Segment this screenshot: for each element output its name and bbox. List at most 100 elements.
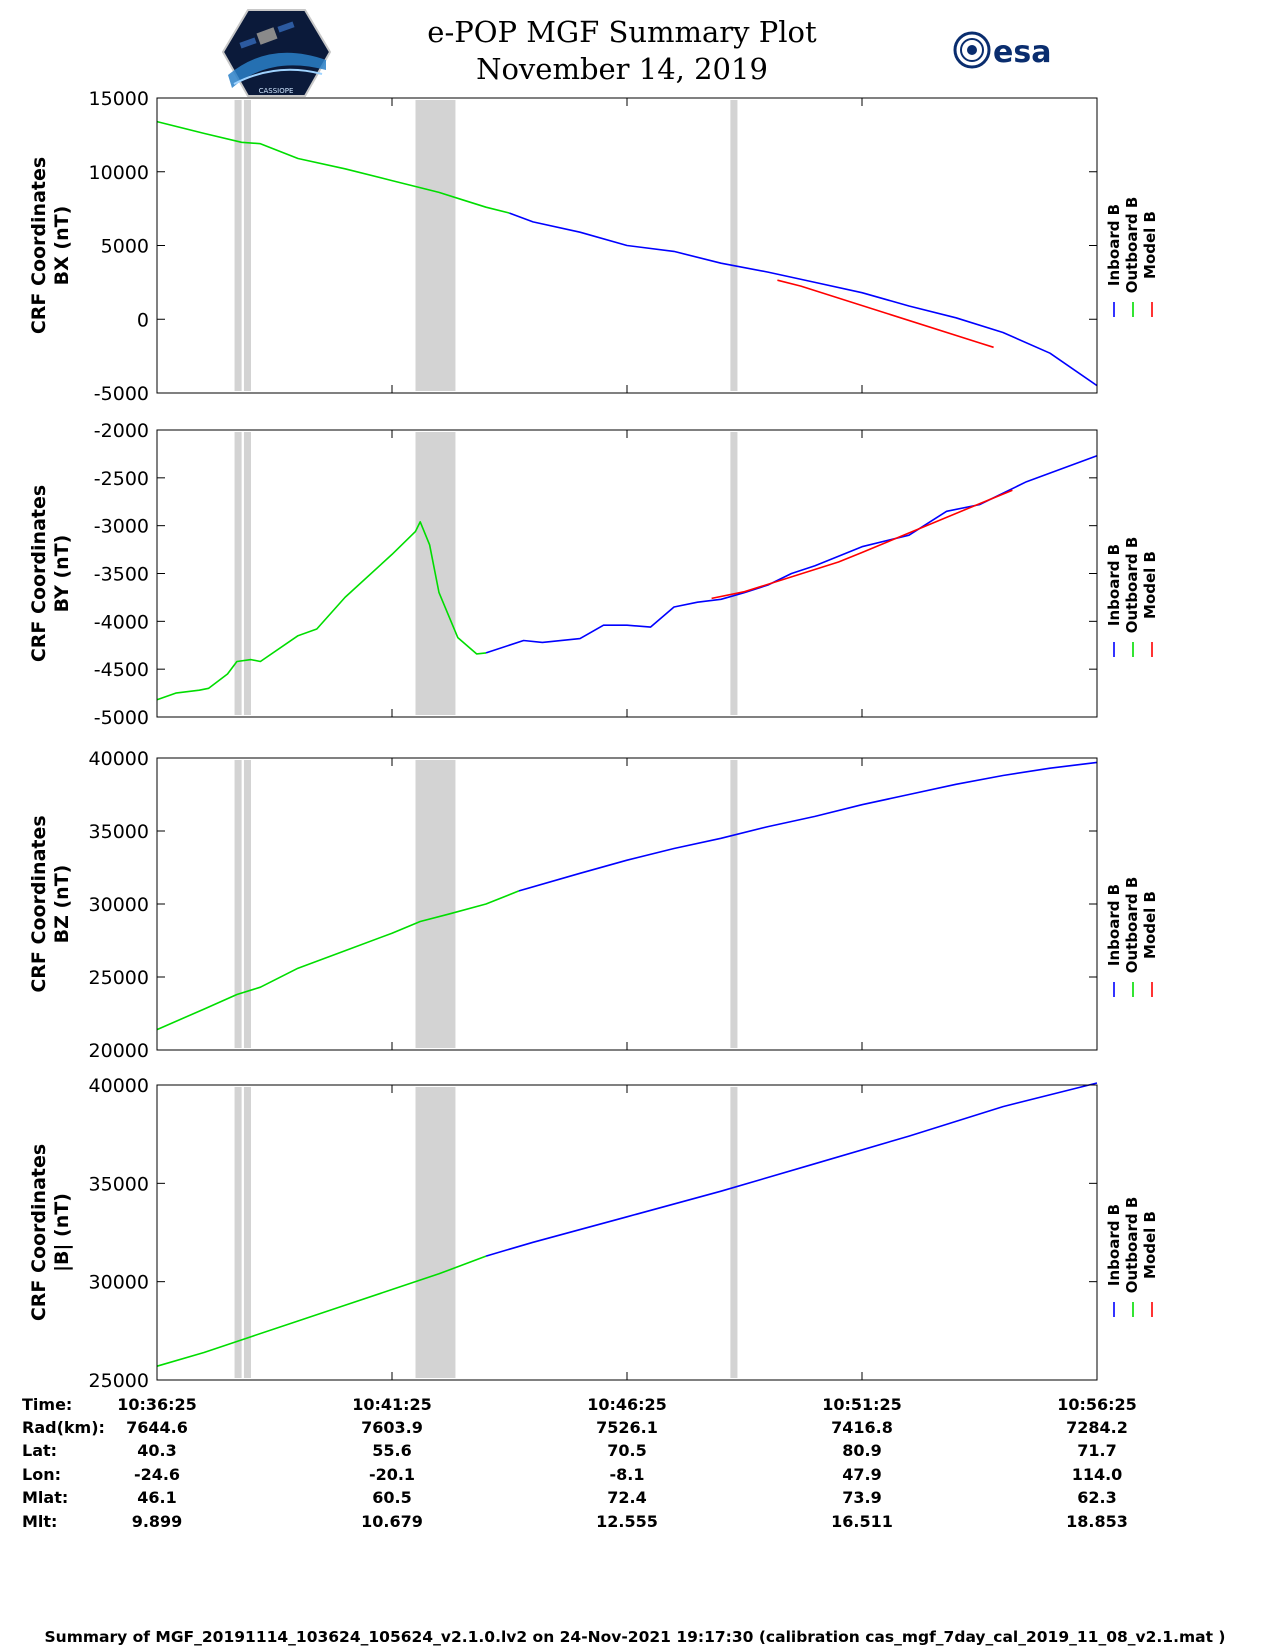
y-tick-label: -2000 — [94, 420, 149, 442]
y-tick-label: -2500 — [94, 468, 149, 490]
data-gap-band — [730, 1087, 738, 1378]
ephemeris-value: 72.4 — [607, 1488, 646, 1507]
footer-caption: Summary of MGF_20191114_103624_105624_v2… — [45, 1628, 1226, 1646]
y-tick-label: 25000 — [89, 967, 149, 989]
outboard-series-line — [156, 120, 510, 214]
page-title: e-POP MGF Summary Plot — [427, 15, 817, 49]
y-tick-label: -5000 — [94, 707, 149, 729]
ephemeris-value: -20.1 — [369, 1465, 415, 1484]
legend-inboard-label: Inboard B — [1105, 1204, 1123, 1286]
legend-model-label: Model B — [1141, 1211, 1159, 1279]
chart-panel-3: 20000 25000 30000 35000 40000 CRF Coordinates… — [28, 748, 1159, 1062]
plot-frame — [156, 429, 1098, 718]
ephemeris-value: 9.899 — [132, 1512, 183, 1531]
ephemeris-value: 80.9 — [842, 1441, 881, 1460]
ephemeris-value: 73.9 — [842, 1488, 881, 1507]
legend-outboard-label: Outboard B — [1123, 877, 1141, 974]
y-tick-label: -5000 — [94, 383, 149, 405]
inboard-series-line — [485, 455, 1098, 654]
data-gap-band — [234, 100, 242, 391]
y-tick-label: -3500 — [94, 564, 149, 586]
ephemeris-row-label: Lat: — [22, 1441, 57, 1460]
y-tick-label: -3000 — [94, 516, 149, 538]
y-tick-label: 0 — [137, 309, 149, 331]
ephemeris-value: -24.6 — [134, 1465, 180, 1484]
ephemeris-value: 7603.9 — [361, 1418, 423, 1437]
legend-model-label: Model B — [1141, 551, 1159, 619]
y-axis-label-line2: BX (nT) — [51, 206, 73, 286]
y-tick-label: 20000 — [89, 1040, 149, 1062]
outboard-series-line — [156, 520, 487, 701]
ephemeris-value: 71.7 — [1077, 1441, 1116, 1460]
ephemeris-value: 16.511 — [831, 1512, 893, 1531]
legend-outboard-label: Outboard B — [1123, 1197, 1141, 1294]
y-axis-label-line1: CRF Coordinates — [28, 1144, 50, 1321]
ephemeris-table: Time: Rad(km): Lat: Lon: Mlat: Mlt: 10:36:25 76… — [22, 1395, 1137, 1531]
data-gap-band — [415, 760, 456, 1048]
data-gap-band — [415, 100, 456, 391]
ephemeris-row-label: Lon: — [22, 1465, 61, 1484]
time-tick-label: 10:41:25 — [352, 1395, 432, 1414]
outboard-series-line — [156, 1255, 487, 1367]
ephemeris-value: 55.6 — [372, 1441, 411, 1460]
y-tick-label: 35000 — [89, 821, 149, 843]
y-axis-label-line1: CRF Coordinates — [28, 815, 50, 992]
data-gap-band — [234, 432, 242, 715]
ephemeris-value: 7284.2 — [1066, 1418, 1128, 1437]
legend-inboard-label: Inboard B — [1105, 884, 1123, 966]
inboard-series-line — [509, 212, 1098, 387]
time-tick-label: 10:46:25 — [587, 1395, 667, 1414]
inboard-series-line — [485, 1082, 1098, 1257]
esa-logo: esa — [953, 31, 1051, 70]
ephemeris-value: 46.1 — [137, 1488, 176, 1507]
chart-panel-2: -5000 -4500 -4000 -3500 -3000 -2500 -2000 CRF C… — [28, 420, 1159, 729]
legend-inboard-label: Inboard B — [1105, 204, 1123, 286]
data-gap-band — [243, 1087, 251, 1378]
data-gap-band — [243, 760, 251, 1048]
y-tick-label: 35000 — [89, 1173, 149, 1195]
page-date: November 14, 2019 — [476, 52, 768, 86]
data-gap-band — [730, 100, 738, 391]
cassiope-logo-text: CASSIOPE — [259, 87, 294, 95]
ephemeris-value: 7644.6 — [126, 1418, 188, 1437]
legend-outboard-label: Outboard B — [1123, 197, 1141, 294]
y-tick-label: 40000 — [89, 748, 149, 770]
ephemeris-row-label: Mlt: — [22, 1512, 57, 1531]
ephemeris-value: 12.555 — [596, 1512, 658, 1531]
ephemeris-value: 7526.1 — [596, 1418, 658, 1437]
ephemeris-value: 40.3 — [137, 1441, 176, 1460]
data-gap-band — [234, 1087, 242, 1378]
y-axis-label-line1: CRF Coordinates — [28, 485, 50, 662]
data-gap-band — [243, 432, 251, 715]
legend-model-label: Model B — [1141, 211, 1159, 279]
inboard-series-line — [518, 761, 1098, 892]
time-tick-label: 10:56:25 — [1057, 1395, 1137, 1414]
y-axis-label-line2: BZ (nT) — [51, 865, 73, 944]
time-tick-label: 10:51:25 — [822, 1395, 902, 1414]
y-tick-label: -4500 — [94, 659, 149, 681]
ephemeris-row-label: Time: — [22, 1395, 72, 1414]
legend-model-label: Model B — [1141, 891, 1159, 959]
ephemeris-value: 60.5 — [372, 1488, 411, 1507]
y-tick-label: 30000 — [89, 1272, 149, 1294]
y-tick-label: 5000 — [101, 236, 149, 258]
ephemeris-value: 47.9 — [842, 1465, 881, 1484]
ephemeris-value: -8.1 — [610, 1465, 645, 1484]
model-series-line — [711, 489, 1013, 600]
plot-frame — [156, 757, 1098, 1051]
y-tick-label: 30000 — [89, 894, 149, 916]
y-tick-label: 25000 — [89, 1370, 149, 1392]
y-axis-label-line1: CRF Coordinates — [28, 157, 50, 334]
model-series-line — [777, 279, 994, 349]
data-gap-band — [730, 760, 738, 1048]
chart-panel-1: -5000 0 5000 10000 15000 CRF Coordinates BX (n… — [28, 88, 1159, 405]
data-gap-band — [730, 432, 738, 715]
legend-inboard-label: Inboard B — [1105, 544, 1123, 626]
time-tick-label: 10:36:25 — [117, 1395, 197, 1414]
ephemeris-row-label: Rad(km): — [22, 1418, 105, 1437]
ephemeris-value: 70.5 — [607, 1441, 646, 1460]
y-tick-label: 15000 — [89, 88, 149, 110]
ephemeris-value: 18.853 — [1066, 1512, 1128, 1531]
